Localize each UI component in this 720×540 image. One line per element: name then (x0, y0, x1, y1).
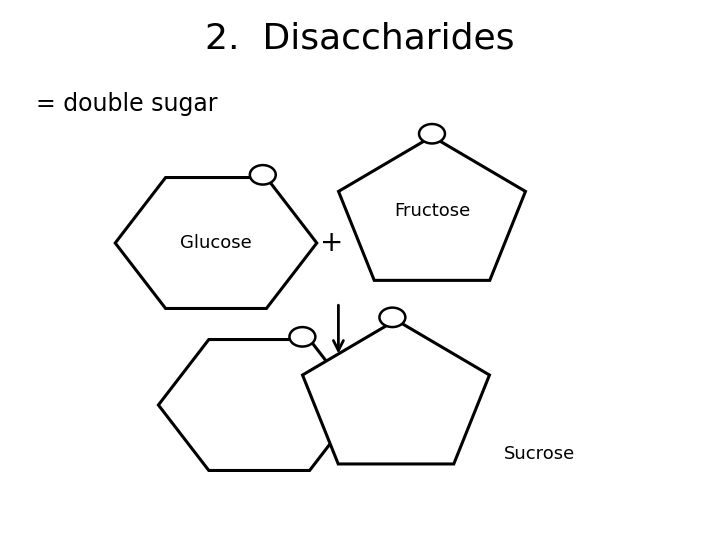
Text: = double sugar: = double sugar (36, 92, 217, 116)
Polygon shape (338, 137, 526, 280)
Text: +: + (320, 229, 343, 257)
Circle shape (289, 327, 315, 347)
Text: Sucrose: Sucrose (504, 444, 575, 463)
Polygon shape (158, 340, 360, 470)
Circle shape (419, 124, 445, 144)
Polygon shape (115, 178, 317, 308)
Text: Fructose: Fructose (394, 201, 470, 220)
Text: 2.  Disaccharides: 2. Disaccharides (205, 22, 515, 56)
Polygon shape (302, 320, 490, 464)
Text: Glucose: Glucose (180, 234, 252, 252)
Circle shape (379, 308, 405, 327)
Circle shape (250, 165, 276, 185)
